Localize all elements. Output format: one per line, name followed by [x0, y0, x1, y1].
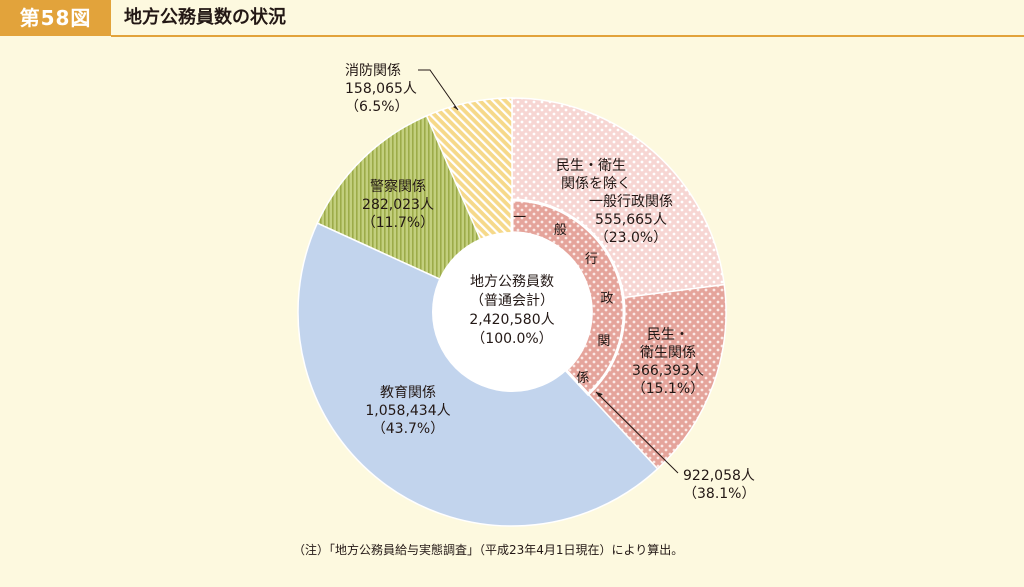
inner-ring-char: 般 [554, 222, 567, 238]
slice-label-general-admin-other: 民生・衛生 [556, 158, 626, 174]
slice-label-education: （43.7%） [372, 421, 444, 437]
leader-arrow-inner [596, 392, 603, 397]
slice-label-police: （11.7%） [362, 215, 434, 231]
leader-line-fire [418, 69, 459, 111]
inner-ring-char: 行 [585, 252, 598, 267]
leader-line-inner [595, 391, 679, 474]
center-label-line: （普通会計） [470, 293, 554, 309]
inner-ring-char: 一 [513, 210, 526, 225]
slice-label-education: 1,058,434人 [365, 403, 450, 419]
center-label-line: 地方公務員数 [470, 274, 554, 290]
slice-label-education: 教育関係 [380, 385, 436, 401]
slice-label-general-admin-other: （23.0%） [595, 230, 667, 246]
slice-label-welfare-health: 366,393人 [632, 363, 704, 379]
slice-label-general-admin-other: 555,665人 [595, 212, 667, 228]
figure-title: 地方公務員数の状況 [124, 7, 286, 28]
leader-arrow-fire [453, 106, 458, 110]
inner-ring-char: 関 [597, 334, 610, 349]
inner-ring-char: 係 [576, 371, 589, 386]
slice-label-police: 282,023人 [362, 197, 434, 213]
source-note: （注）「地方公務員給与実態調査」（平成23年4月1日現在）により算出。 [293, 543, 684, 557]
inner-ring-char: 政 [600, 292, 613, 307]
slice-label-general-admin-other: 一般行政関係 [589, 194, 673, 210]
header-rule [111, 35, 1024, 37]
slice-label-police: 警察関係 [370, 178, 426, 195]
center-circle [432, 232, 592, 392]
center-label-line: （100.0%） [471, 331, 552, 347]
inner-ring-total-label: （38.1%） [683, 486, 755, 502]
slice-label-fire: （6.5%） [345, 99, 409, 115]
slice-label-fire: 158,065人 [345, 81, 417, 97]
slice-label-general-admin-other: 関係を除く [561, 176, 631, 192]
slice-label-fire: 消防関係 [345, 63, 401, 79]
slice-label-welfare-health: 民生・ [647, 327, 689, 343]
slice-label-welfare-health: （15.1%） [632, 381, 704, 397]
figure-number-badge: 第58図 [0, 0, 111, 36]
center-label-line: 2,420,580人 [469, 312, 554, 328]
inner-ring-total-label: 922,058人 [683, 468, 755, 484]
slice-label-welfare-health: 衛生関係 [640, 345, 696, 361]
figure-header: 第58図 地方公務員数の状況 [0, 0, 1024, 37]
